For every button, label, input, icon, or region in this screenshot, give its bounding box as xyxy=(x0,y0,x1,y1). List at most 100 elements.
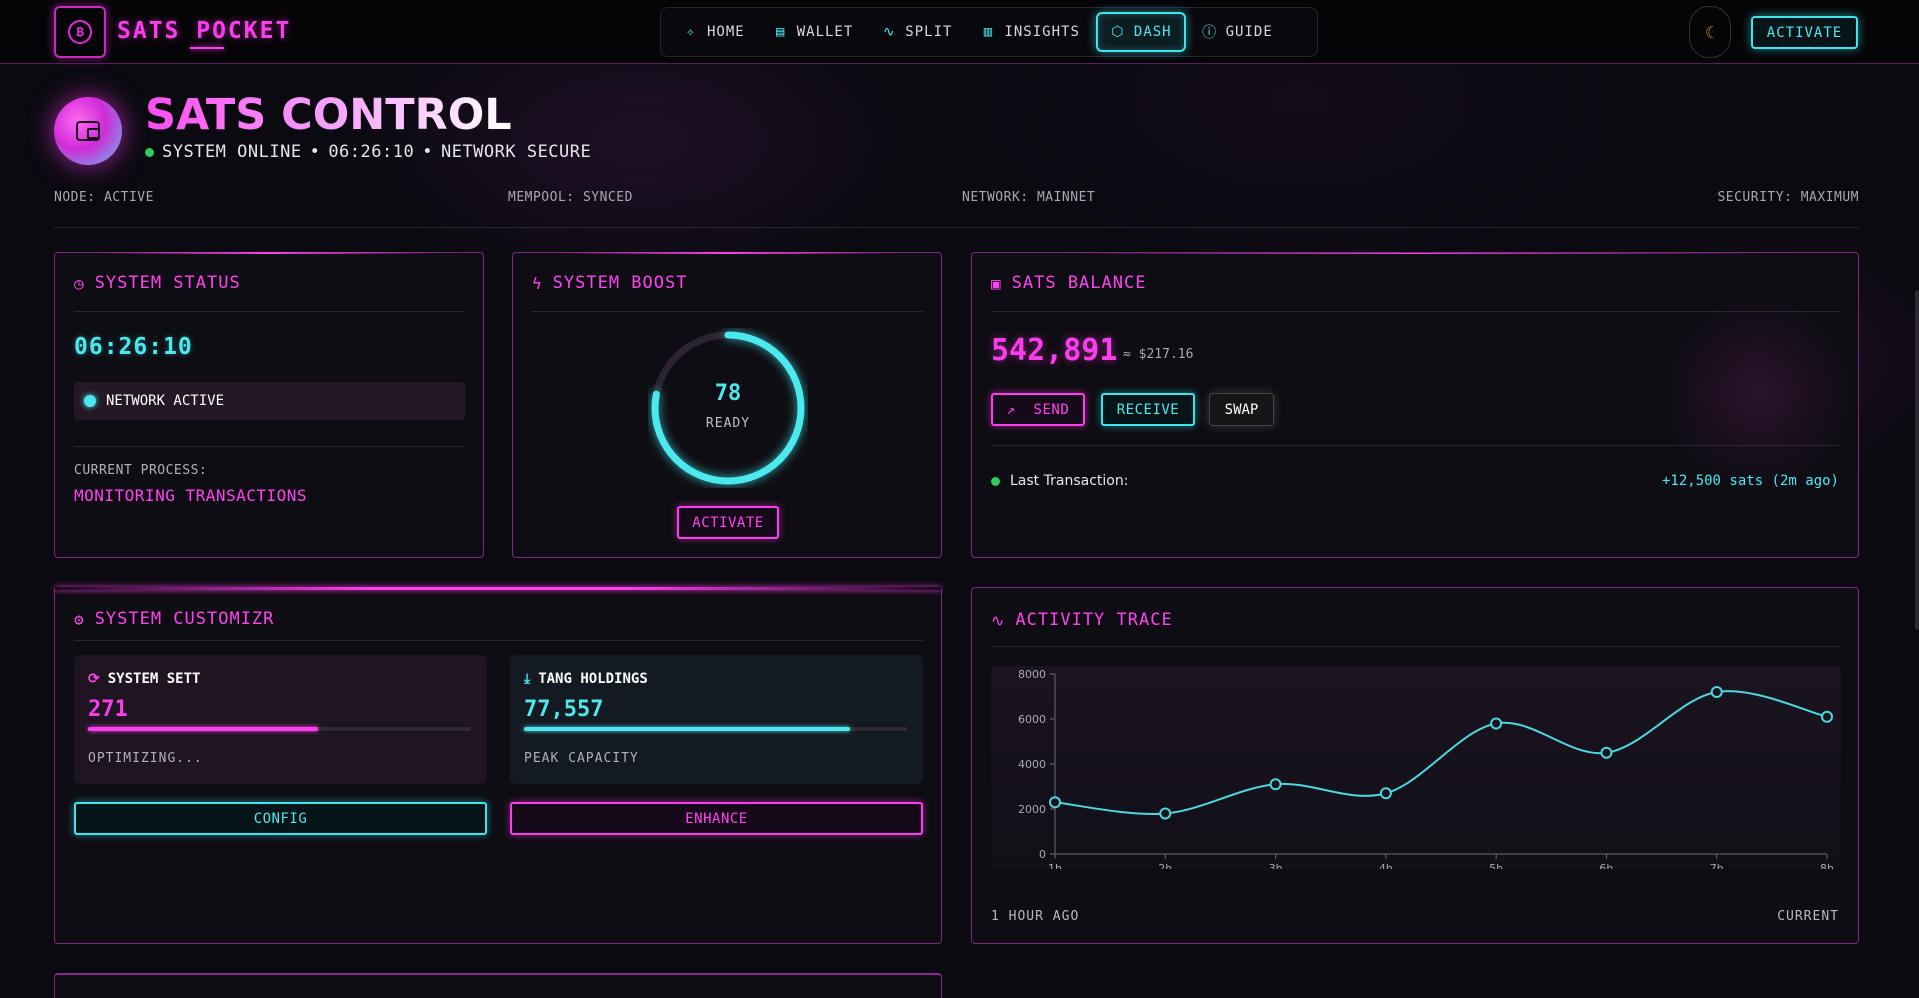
status-network-text: NETWORK SECURE xyxy=(440,142,592,162)
online-indicator-dot xyxy=(145,147,154,157)
config-button[interactable]: CONFIG xyxy=(74,802,487,835)
status-time: 06:26:10 xyxy=(328,142,415,162)
system-sett-card: ⟳ SYSTEM SETT 271 OPTIMIZING... xyxy=(74,655,487,784)
system-status-panel: ◷ SYSTEM STATUS 06:26:10 NETWORK ACTIVE … xyxy=(54,252,484,558)
info-row: NODE: ACTIVE MEMPOOL: SYNCED NETWORK: MA… xyxy=(54,190,1859,228)
nav-split-label: SPLIT xyxy=(905,24,953,40)
current-process-label: CURRENT PROCESS: xyxy=(74,463,208,478)
system-status-line: SYSTEM ONLINE • 06:26:10 • NETWORK SECUR… xyxy=(145,142,591,162)
system-boost-panel: ϟ SYSTEM BOOST 78 READY ACTIVATE xyxy=(512,252,942,558)
tang-holdings-value: 77,557 xyxy=(524,697,604,722)
tang-holdings-note: PEAK CAPACITY xyxy=(524,751,639,766)
clock-icon: ◷ xyxy=(74,273,85,293)
status-separator: • xyxy=(309,142,321,162)
page-scrollbar[interactable] xyxy=(1915,290,1919,630)
nav-insights[interactable]: ▥ INSIGHTS xyxy=(968,12,1091,52)
x-tick-label: 3h xyxy=(1269,862,1283,869)
moon-icon: ☾ xyxy=(1705,22,1715,42)
top-bar: ₿ SATS POCKET ✧ HOME ▤ WALLET ∿ SPLIT ▥ … xyxy=(0,0,1919,64)
tang-holdings-header: ⤓ TANG HOLDINGS xyxy=(524,671,648,687)
divider xyxy=(74,640,923,641)
nav-split[interactable]: ∿ SPLIT xyxy=(869,12,964,52)
enhance-button[interactable]: ENHANCE xyxy=(510,802,923,835)
mempool-status: MEMPOOL: SYNCED xyxy=(508,190,633,205)
balance-fiat: ≈ $217.16 xyxy=(1123,347,1194,362)
bar-chart-icon: ▥ xyxy=(983,24,994,40)
system-sett-progress-fill xyxy=(88,727,318,731)
tang-holdings-progress-track xyxy=(524,727,907,731)
activity-data-point xyxy=(1710,686,1723,698)
x-tick-label: 2h xyxy=(1158,862,1172,869)
nav-insights-label: INSIGHTS xyxy=(1004,24,1080,40)
activity-trace-panel: ∿ ACTIVITY TRACE 0 2000 4000 6000 8000 1h 2h 3h… xyxy=(971,587,1859,944)
activity-data-point xyxy=(1269,778,1282,791)
activity-trace-title-text: ACTIVITY TRACE xyxy=(1015,610,1173,630)
activity-data-point xyxy=(1490,717,1503,730)
y-tick-label: 2000 xyxy=(1018,803,1046,816)
divider xyxy=(74,311,465,312)
pulse-icon: ∿ xyxy=(882,24,896,40)
nav-wallet[interactable]: ▤ WALLET xyxy=(761,12,866,52)
nav-dash[interactable]: ⬡ DASH xyxy=(1095,12,1186,52)
x-tick-label: 1h xyxy=(1048,862,1062,869)
hexagon-icon: ⬡ xyxy=(1111,24,1125,40)
help-circle-icon: ⓘ xyxy=(1202,25,1218,41)
next-panel-partial xyxy=(54,973,942,998)
current-process-value: MONITORING TRANSACTIONS xyxy=(74,486,308,505)
swap-button[interactable]: SWAP xyxy=(1209,393,1274,426)
system-sett-note: OPTIMIZING... xyxy=(88,751,203,766)
transaction-indicator-dot xyxy=(991,476,1000,486)
boost-status: READY xyxy=(705,416,751,431)
logo[interactable]: ₿ xyxy=(54,6,106,58)
activate-button[interactable]: ACTIVATE xyxy=(1751,16,1858,49)
divider xyxy=(532,311,923,312)
boost-gauge: 78 READY xyxy=(648,328,808,488)
brand-underline xyxy=(190,47,224,49)
divider xyxy=(74,446,465,447)
send-button[interactable]: ↗ SEND xyxy=(991,393,1085,426)
y-tick-label: 6000 xyxy=(1018,713,1046,726)
receive-button[interactable]: RECEIVE xyxy=(1101,393,1195,426)
send-label: SEND xyxy=(1033,401,1070,418)
sats-balance-title-text: SATS BALANCE xyxy=(1011,273,1147,293)
network-indicator-dot xyxy=(84,395,96,407)
boost-activate-button[interactable]: ACTIVATE xyxy=(677,506,779,539)
y-tick-label: 4000 xyxy=(1018,758,1046,771)
system-boost-title-text: SYSTEM BOOST xyxy=(552,273,688,293)
activity-data-point xyxy=(1379,787,1392,800)
theme-toggle-button[interactable]: ☾ xyxy=(1689,6,1731,58)
tang-holdings-title: TANG HOLDINGS xyxy=(538,671,648,687)
system-boost-title: ϟ SYSTEM BOOST xyxy=(532,273,687,293)
nav-dash-label: DASH xyxy=(1133,24,1172,40)
sats-balance-title: ▣ SATS BALANCE xyxy=(991,273,1146,293)
sats-balance-panel: ▣ SATS BALANCE 542,891 ≈ $217.16 ↗ SEND … xyxy=(971,252,1859,558)
gear-icon: ⚙ xyxy=(74,609,85,629)
arrow-up-right-icon: ↗ xyxy=(1006,401,1016,418)
nav-home-label: HOME xyxy=(707,24,745,40)
network-active-pill: NETWORK ACTIVE xyxy=(74,382,465,420)
x-tick-label: 7h xyxy=(1710,862,1724,869)
boost-value: 78 xyxy=(714,381,742,406)
lightning-icon: ϟ xyxy=(532,273,543,293)
activity-series-line xyxy=(1054,690,1828,815)
activity-data-point xyxy=(1821,710,1833,723)
header-orb xyxy=(54,97,122,165)
balance-glow xyxy=(1658,293,1858,493)
last-transaction-value: +12,500 sats (2m ago) xyxy=(1661,473,1839,489)
nav-home[interactable]: ✧ HOME xyxy=(671,12,757,52)
nav-guide[interactable]: ⓘ GUIDE xyxy=(1190,12,1285,52)
system-clock: 06:26:10 xyxy=(74,334,193,360)
security-status: SECURITY: MAXIMUM xyxy=(1717,190,1859,205)
system-sett-title: SYSTEM SETT xyxy=(107,671,201,687)
y-tick-label: 0 xyxy=(1039,848,1046,861)
system-sett-progress-track xyxy=(88,727,471,731)
nav-guide-label: GUIDE xyxy=(1225,24,1273,40)
system-customizer-title: ⚙ SYSTEM CUSTOMIZR xyxy=(74,609,274,629)
tang-holdings-card: ⤓ TANG HOLDINGS 77,557 PEAK CAPACITY xyxy=(510,655,923,784)
system-customizer-panel: ⚙ SYSTEM CUSTOMIZR ⟳ SYSTEM SETT 271 OPT… xyxy=(54,587,942,944)
node-status: NODE: ACTIVE xyxy=(54,190,154,205)
gauge-arc xyxy=(651,331,805,485)
balance-amount: 542,891 xyxy=(991,333,1118,368)
sparkle-icon: ✧ xyxy=(686,24,696,40)
page-title: SATS CONTROL xyxy=(145,90,512,140)
